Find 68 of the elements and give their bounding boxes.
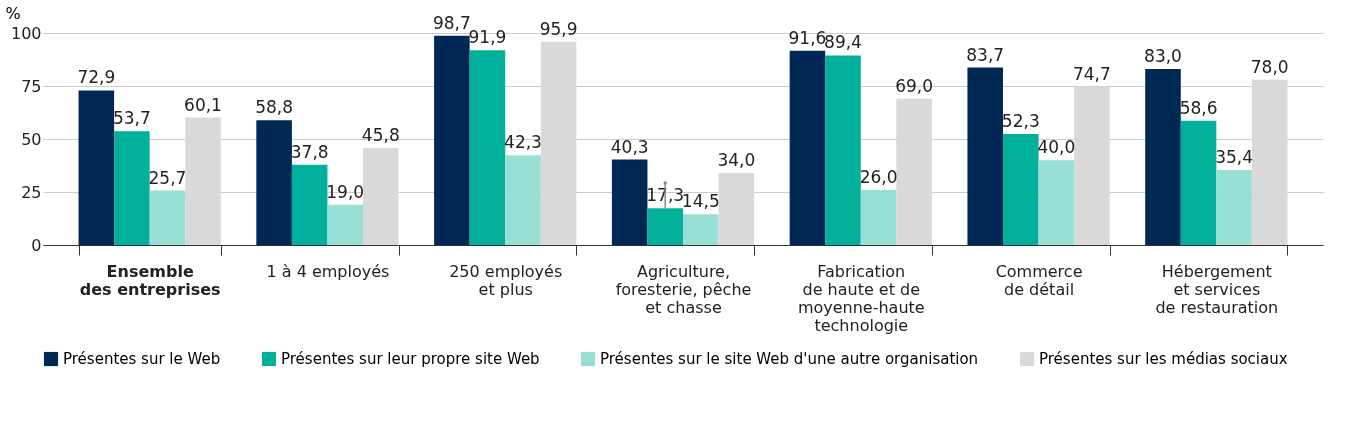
data-label: 78,0 — [1250, 56, 1289, 77]
data-label: 91,9 — [468, 27, 507, 48]
bar — [434, 35, 470, 245]
x-tick-label: Agriculture, foresterie, pêche et chasse — [615, 261, 752, 317]
data-label: 40,3 — [610, 136, 649, 157]
data-label: 19,0 — [326, 181, 365, 202]
bar — [1074, 86, 1110, 245]
data-label: 83,7 — [966, 44, 1005, 65]
bar — [1216, 169, 1252, 245]
bar — [469, 50, 506, 245]
x-tick-label: Hébergement et services de restauration — [1155, 261, 1279, 317]
bar — [1003, 134, 1039, 245]
bar — [540, 41, 577, 245]
bar — [78, 90, 115, 245]
legend-label: Présentes sur les médias sociaux — [1039, 350, 1288, 368]
bar — [896, 98, 932, 245]
data-label: 98,7 — [432, 12, 471, 33]
x-tick-label: Commerce de détail — [995, 261, 1083, 299]
x-tick-label: 250 employés et plus — [449, 261, 563, 299]
bar — [1251, 79, 1288, 245]
x-tick-label: 1 à 4 employés — [266, 261, 390, 281]
legend-label: Présentes sur le site Web d'une autre organisation — [600, 350, 979, 368]
bar — [256, 120, 292, 245]
legend-label: Présentes sur le Web — [63, 350, 221, 368]
data-label: 89,4 — [824, 32, 862, 53]
bar — [1180, 120, 1217, 245]
bar — [149, 190, 186, 245]
data-label: 52,3 — [1001, 111, 1040, 132]
data-label: 58,6 — [1179, 97, 1218, 118]
bar — [1145, 69, 1181, 245]
data-label: 35,4 — [1215, 146, 1254, 167]
bar — [683, 214, 719, 245]
bar — [789, 50, 826, 245]
bar — [291, 164, 328, 245]
bar — [363, 147, 399, 245]
data-label: 83,0 — [1144, 46, 1182, 67]
data-label: 26,0 — [859, 166, 898, 187]
data-label: 95,9 — [539, 18, 578, 39]
data-label: 72,9 — [77, 67, 116, 88]
x-tick-label: Fabrication de haute et de moyenne-haute technologie — [797, 261, 925, 335]
bar — [718, 172, 755, 245]
data-label: 69,0 — [895, 75, 934, 96]
bar — [825, 55, 861, 245]
data-label: 34,0 — [717, 149, 756, 170]
y-axis-title: % — [5, 3, 21, 23]
legend-label: Présentes sur leur propre site Web — [281, 350, 540, 368]
y-tick-label: 75 — [21, 76, 42, 96]
y-tick-label: 100 — [10, 23, 42, 43]
y-tick-label: 50 — [21, 129, 42, 149]
data-label: 58,8 — [255, 97, 294, 118]
bar — [327, 204, 363, 245]
data-label: 53,7 — [112, 108, 151, 129]
bar — [185, 117, 221, 245]
data-label: 37,8 — [290, 141, 329, 162]
bar — [1038, 160, 1075, 245]
bar — [505, 155, 541, 245]
data-label: 45,8 — [361, 124, 400, 145]
bar — [647, 208, 683, 245]
y-tick-label: 0 — [31, 235, 42, 255]
y-tick-label: 25 — [21, 182, 42, 202]
x-tick-label: Ensemble des entreprises — [79, 261, 221, 299]
bar — [967, 67, 1003, 245]
bar — [860, 189, 897, 245]
data-label: 60,1 — [184, 94, 222, 115]
bar — [611, 159, 648, 245]
data-label: 91,6 — [788, 27, 827, 48]
bar — [114, 131, 150, 245]
data-label: 74,7 — [1072, 63, 1111, 84]
